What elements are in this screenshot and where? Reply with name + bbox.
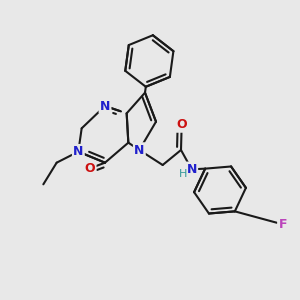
Text: N: N: [100, 100, 110, 112]
Text: N: N: [134, 143, 145, 157]
Text: N: N: [187, 163, 197, 176]
Text: H: H: [178, 169, 187, 179]
Text: O: O: [85, 162, 95, 175]
Text: N: N: [73, 145, 83, 158]
Text: F: F: [278, 218, 287, 231]
Text: O: O: [176, 118, 187, 131]
